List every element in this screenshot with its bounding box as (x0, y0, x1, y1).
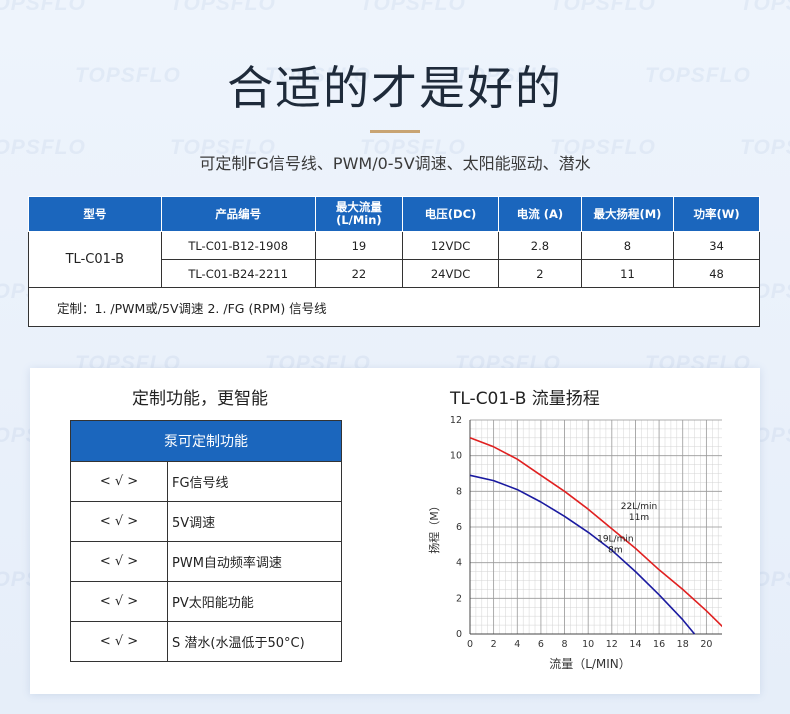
table-cell: 22 (314, 259, 404, 288)
y-tick-label: 10 (450, 451, 462, 462)
feature-name: S 潜水(水温低于50°C) (167, 621, 342, 662)
header-max-head: 最大扬程(M) (580, 196, 675, 232)
header-max-flow-line1: 最大流量 (335, 200, 382, 214)
y-tick-label: 2 (456, 593, 462, 604)
header-max-flow: 最大流量 (L/Min) (314, 196, 404, 232)
customization-note: 定制：1. /PWM或/5V调速 2. /FG (RPM) 信号线 (28, 287, 760, 327)
x-tick-label: 10 (582, 639, 594, 650)
table-cell: 2.8 (498, 231, 582, 260)
table-cell: 8 (580, 231, 675, 260)
header-voltage: 电压(DC) (402, 196, 500, 232)
x-axis-label: 流量（L/MIN） (549, 657, 631, 671)
check-mark: < √ > (70, 461, 168, 502)
spec-header-row: 型号 产品编号 最大流量 (L/Min) 电压(DC) 电流 (A) 最大扬程(M… (28, 196, 760, 232)
headline-underline (370, 130, 420, 133)
watermark-logo: TOPSFLO (550, 0, 656, 15)
table-cell: TL-C01-B24-2211 (160, 259, 316, 288)
watermark-logo: TOPSFLO (360, 0, 466, 15)
feature-table: 泵可定制功能 < √ > FG信号线 < √ > 5V调速 < √ > PWM自… (70, 420, 342, 662)
x-tick-label: 6 (538, 639, 544, 650)
model-cell: TL-C01-B (28, 231, 162, 288)
flow-head-chart: 0246810121416182022024681012流量（L/MIN）扬程（… (427, 415, 722, 671)
table-cell: 2 (498, 259, 582, 288)
feature-row: < √ > PV太阳能功能 (70, 581, 342, 622)
curve-label-2-head: 8m (608, 545, 623, 555)
table-cell: 24VDC (402, 259, 500, 288)
check-mark: < √ > (70, 581, 168, 622)
feature-row: < √ > PWM自动频率调速 (70, 541, 342, 582)
x-tick-label: 14 (629, 639, 641, 650)
note-row: 定制：1. /PWM或/5V调速 2. /FG (RPM) 信号线 (28, 287, 760, 327)
y-tick-label: 12 (450, 415, 462, 426)
table-cell: 11 (580, 259, 675, 288)
x-tick-label: 20 (700, 639, 712, 650)
curve-label-1-flow: 22L/min (621, 502, 657, 512)
feature-table-header: 泵可定制功能 (70, 420, 342, 462)
y-tick-label: 0 (456, 629, 462, 640)
features-title: 定制功能，更智能 (132, 389, 268, 409)
x-tick-label: 2 (491, 639, 497, 650)
x-tick-label: 0 (467, 639, 473, 650)
spec-table: 型号 产品编号 最大流量 (L/Min) 电压(DC) 电流 (A) 最大扬程(M… (28, 196, 760, 327)
y-axis-label: 扬程（M） (427, 500, 441, 554)
watermark-logo: TOPSFLO (170, 0, 276, 15)
header-max-flow-line2: (L/Min) (336, 213, 382, 227)
x-tick-label: 12 (606, 639, 618, 650)
feature-name: PWM自动频率调速 (167, 541, 342, 582)
check-mark: < √ > (70, 501, 168, 542)
header-current: 电流 (A) (498, 196, 582, 232)
feature-header-row: 泵可定制功能 (70, 420, 342, 462)
table-row: TL-C01-B24-2211 22 24VDC 2 11 48 (29, 259, 760, 288)
subtitle: 可定制FG信号线、PWM/0-5V调速、太阳能驱动、潜水 (199, 154, 591, 173)
feature-panel: 定制功能，更智能 TL-C01-B 流量扬程 泵可定制功能 < √ > FG信号… (30, 368, 760, 694)
table-row: TL-C01-B TL-C01-B12-1908 19 12VDC 2.8 8 … (28, 231, 760, 288)
x-tick-label: 8 (562, 639, 568, 650)
series-line-1 (469, 437, 722, 628)
table-cell: 48 (673, 259, 760, 288)
feature-name: 5V调速 (167, 501, 342, 542)
y-tick-label: 6 (456, 522, 462, 533)
feature-row: < √ > FG信号线 (70, 461, 342, 502)
feature-row: < √ > S 潜水(水温低于50°C) (70, 621, 342, 662)
x-tick-label: 4 (514, 639, 520, 650)
y-tick-label: 4 (456, 558, 462, 569)
table-cell: TL-C01-B12-1908 (160, 231, 316, 260)
check-mark: < √ > (70, 621, 168, 662)
y-tick-label: 8 (456, 486, 462, 497)
table-cell: 12VDC (402, 231, 500, 260)
feature-name: FG信号线 (167, 461, 342, 502)
x-tick-label: 16 (653, 639, 665, 650)
headline: 合适的才是好的 (227, 61, 563, 115)
feature-row: < √ > 5V调速 (70, 501, 342, 542)
series-line-2 (469, 474, 696, 635)
header-power: 功率(W) (673, 196, 760, 232)
curve-label-2-flow: 19L/min (597, 534, 633, 544)
feature-name: PV太阳能功能 (167, 581, 342, 622)
watermark-logo: TOPSFLO (0, 0, 86, 15)
header-product-code: 产品编号 (160, 196, 316, 232)
table-cell: 19 (314, 231, 404, 260)
check-mark: < √ > (70, 541, 168, 582)
x-tick-label: 18 (677, 639, 689, 650)
chart-title: TL-C01-B 流量扬程 (450, 389, 600, 409)
table-cell: 34 (673, 231, 760, 260)
watermark-logo: TOPSFLO (740, 0, 790, 15)
header-model: 型号 (28, 196, 162, 232)
curve-label-1-head: 11m (629, 513, 649, 523)
